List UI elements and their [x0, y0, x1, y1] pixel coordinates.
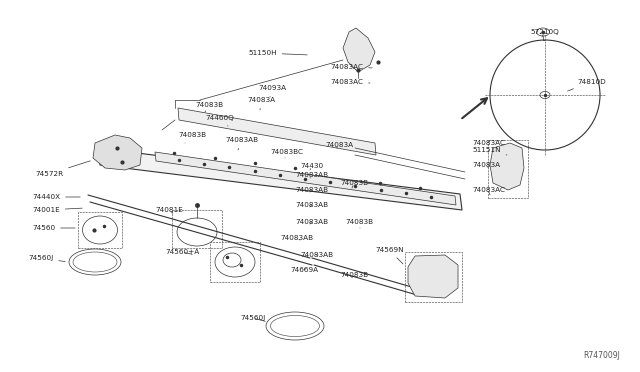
Text: 74083AC: 74083AC: [330, 79, 370, 85]
Text: 74083AC: 74083AC: [330, 64, 372, 70]
Text: 51150H: 51150H: [248, 50, 307, 56]
Text: 74560J: 74560J: [240, 315, 266, 321]
Polygon shape: [155, 152, 456, 205]
Text: 74083AC: 74083AC: [472, 187, 505, 195]
Text: 74083AB: 74083AB: [295, 202, 328, 208]
Text: 74430: 74430: [300, 163, 323, 170]
Text: 74083A: 74083A: [472, 162, 500, 168]
Polygon shape: [178, 108, 376, 155]
Text: 74460Q: 74460Q: [205, 115, 234, 126]
Text: 74083A: 74083A: [325, 142, 353, 148]
Text: 74083AB: 74083AB: [295, 219, 328, 225]
Text: 74560: 74560: [32, 225, 76, 231]
Text: 74083A: 74083A: [247, 97, 275, 110]
Text: 74669A: 74669A: [290, 267, 318, 273]
Text: 74083AB: 74083AB: [295, 187, 328, 193]
Text: 74083B: 74083B: [345, 219, 373, 228]
Text: 57210Q: 57210Q: [530, 29, 559, 37]
Text: 74083B: 74083B: [340, 180, 368, 188]
Polygon shape: [98, 148, 462, 210]
Text: 74083AB: 74083AB: [280, 235, 313, 241]
Text: 74083B: 74083B: [340, 272, 368, 278]
Text: 74001E: 74001E: [32, 207, 82, 213]
Text: 74083B: 74083B: [178, 132, 206, 143]
Text: 51151N: 51151N: [472, 147, 507, 155]
Text: 74440X: 74440X: [32, 194, 80, 200]
Polygon shape: [343, 28, 375, 72]
Text: 74083AB: 74083AB: [295, 172, 328, 178]
Text: 74560+A: 74560+A: [165, 249, 199, 255]
Text: 74081E: 74081E: [155, 207, 183, 213]
Text: 74083AB: 74083AB: [225, 137, 258, 150]
Text: 74083BC: 74083BC: [270, 149, 303, 158]
Text: 74093A: 74093A: [258, 85, 286, 97]
Polygon shape: [408, 255, 458, 298]
Polygon shape: [490, 143, 524, 190]
Text: 74569N: 74569N: [375, 247, 404, 264]
Text: 74083AB: 74083AB: [300, 252, 333, 258]
Text: 74560J: 74560J: [28, 255, 65, 262]
Text: 74810D: 74810D: [568, 79, 605, 91]
Text: 74572R: 74572R: [35, 161, 90, 177]
Text: 74083AC: 74083AC: [472, 140, 505, 152]
Polygon shape: [93, 135, 142, 170]
Text: R747009J: R747009J: [583, 351, 620, 360]
Text: 74083B: 74083B: [195, 102, 223, 112]
